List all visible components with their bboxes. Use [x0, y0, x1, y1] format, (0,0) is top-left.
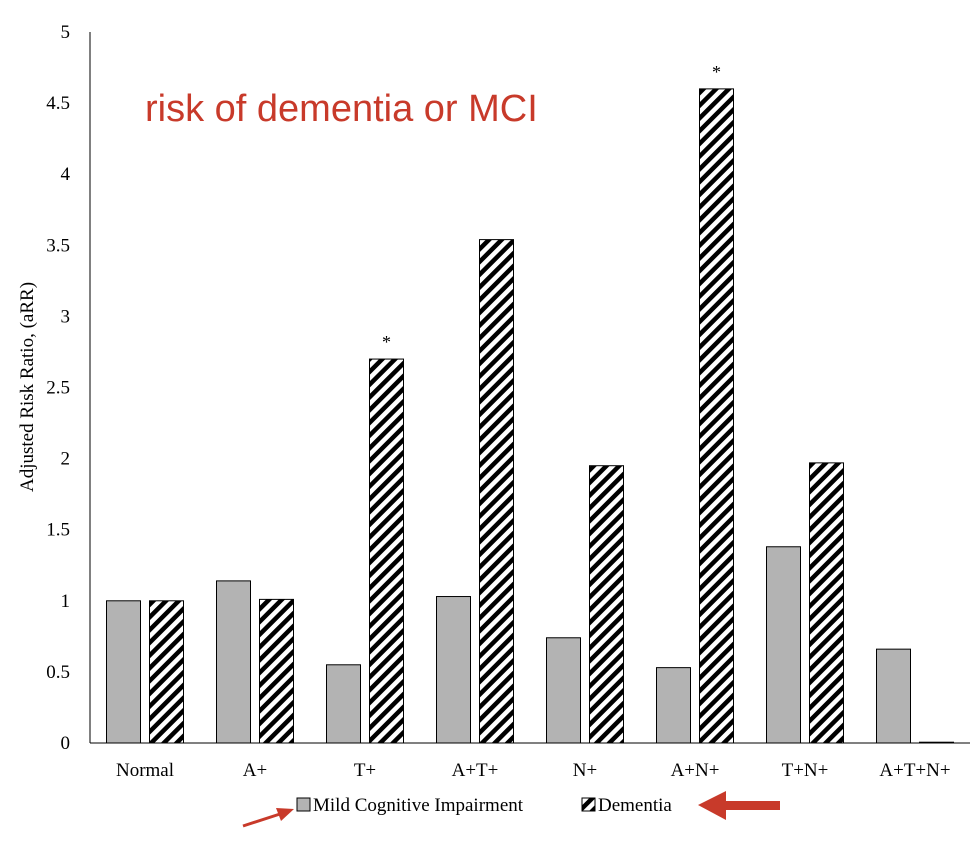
bar-group: [106, 88, 954, 744]
y-tick-label: 3: [61, 306, 71, 327]
y-tick-label: 4: [61, 164, 71, 185]
significance-markers: **: [382, 62, 721, 352]
bar-mci-A+T+N+: [876, 648, 911, 744]
bar-mci-A+T+: [436, 596, 471, 744]
red-arrow-left: [242, 808, 294, 828]
y-tick-label: 4.5: [46, 93, 70, 114]
annotation-text: risk of dementia or MCI: [145, 88, 538, 130]
x-tick-label: N+: [573, 760, 597, 781]
x-tick-label: A+T+: [452, 760, 499, 781]
y-tick-label: 0: [61, 733, 71, 754]
y-axis-label: Adjusted Risk Ratio, (aRR): [17, 282, 38, 492]
y-tick-label: 0.5: [46, 662, 70, 683]
bar-dementia-A+N+: [699, 88, 734, 744]
bar-dementia-T+N+: [809, 462, 844, 744]
x-tick-label: A+N+: [671, 760, 720, 781]
y-tick-label: 3.5: [46, 235, 70, 256]
bar-dementia-A+T+N+: [919, 741, 954, 744]
bar-mci-Normal: [106, 600, 141, 744]
bar-dementia-Normal: [149, 600, 184, 744]
legend-label-mci: Mild Cognitive Impairment: [313, 795, 524, 816]
red-arrow-right: [698, 791, 780, 820]
bar-mci-T+: [326, 664, 361, 744]
y-tick-labels: 0 0.5 1 1.5 2 2.5 3 3.5 4 4.5 5: [46, 22, 70, 754]
bar-mci-N+: [546, 637, 581, 744]
x-tick-label: T+: [354, 760, 376, 781]
legend-swatch-dementia: [581, 797, 596, 812]
x-tick-label: A+T+N+: [879, 760, 950, 781]
legend-label-dementia: Dementia: [598, 795, 672, 816]
bar-dementia-A+T+: [479, 239, 514, 744]
significance-star: *: [712, 62, 721, 82]
bar-dementia-N+: [589, 465, 624, 744]
category-labels: Normal A+ T+ A+T+ N+ A+N+ T+N+ A+T+N+: [116, 760, 951, 781]
bar-mci-A+: [216, 580, 251, 744]
y-tick-label: 1: [61, 591, 71, 612]
y-tick-label: 2.5: [46, 378, 70, 399]
y-tick-label: 2: [61, 449, 71, 470]
y-tick-label: 5: [61, 22, 71, 43]
legend-swatch-mci: [296, 797, 311, 812]
y-tick-label: 1.5: [46, 520, 70, 541]
x-tick-label: A+: [243, 760, 267, 781]
legend: Mild Cognitive Impairment Dementia: [296, 795, 672, 816]
x-tick-label: Normal: [116, 760, 174, 781]
significance-star: *: [382, 332, 391, 352]
x-tick-label: T+N+: [782, 760, 829, 781]
bar-dementia-T+: [369, 358, 404, 744]
bar-mci-A+N+: [656, 667, 691, 744]
bar-mci-T+N+: [766, 546, 801, 744]
bar-dementia-A+: [259, 598, 294, 744]
